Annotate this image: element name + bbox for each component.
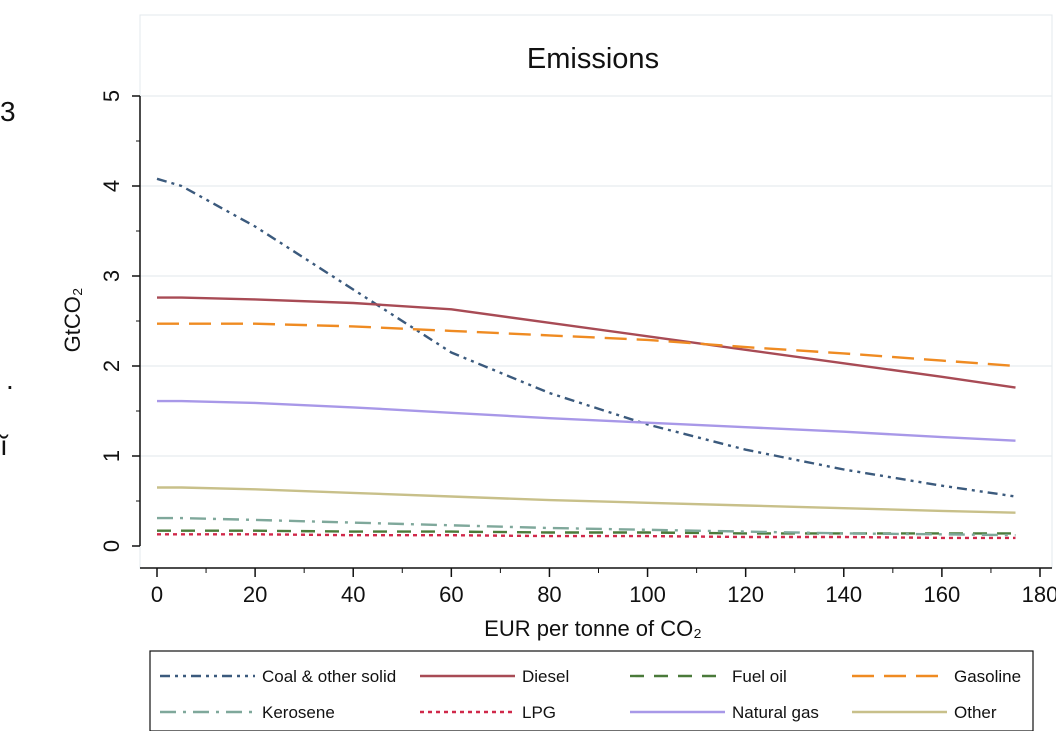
legend-label-diesel: Diesel xyxy=(522,667,569,686)
x-tick-label-100: 100 xyxy=(629,582,666,607)
y-tick-label-2: 2 xyxy=(99,360,124,372)
x-tick-label-140: 140 xyxy=(825,582,862,607)
x-tick-label-40: 40 xyxy=(341,582,365,607)
y-tick-label-4: 4 xyxy=(99,180,124,192)
x-tick-label-20: 20 xyxy=(243,582,267,607)
x-axis-label: EUR per tonne of CO₂ xyxy=(484,616,702,641)
y-axis-label: GtCO₂ xyxy=(60,288,85,353)
y-tick-label-3: 3 xyxy=(99,270,124,282)
x-tick-label-0: 0 xyxy=(151,582,163,607)
x-tick-label-160: 160 xyxy=(924,582,961,607)
legend-label-kerosene: Kerosene xyxy=(262,703,335,722)
x-tick-label-80: 80 xyxy=(537,582,561,607)
y-tick-label-0: 0 xyxy=(99,540,124,552)
chart-title: Emissions xyxy=(527,43,659,75)
legend-label-natural-gas: Natural gas xyxy=(732,703,819,722)
x-tick-label-120: 120 xyxy=(727,582,764,607)
legend-label-lpg: LPG xyxy=(522,703,556,722)
y-tick-label-1: 1 xyxy=(99,450,124,462)
x-tick-label-60: 60 xyxy=(439,582,463,607)
plot-area xyxy=(140,15,1052,568)
legend-label-coal-other-solid: Coal & other solid xyxy=(262,667,396,686)
legend-label-gasoline: Gasoline xyxy=(954,667,1021,686)
y-tick-label-5: 5 xyxy=(99,90,124,102)
legend-label-other: Other xyxy=(954,703,997,722)
legend-label-fuel-oil: Fuel oil xyxy=(732,667,787,686)
x-tick-label-180: 180 xyxy=(1022,582,1056,607)
